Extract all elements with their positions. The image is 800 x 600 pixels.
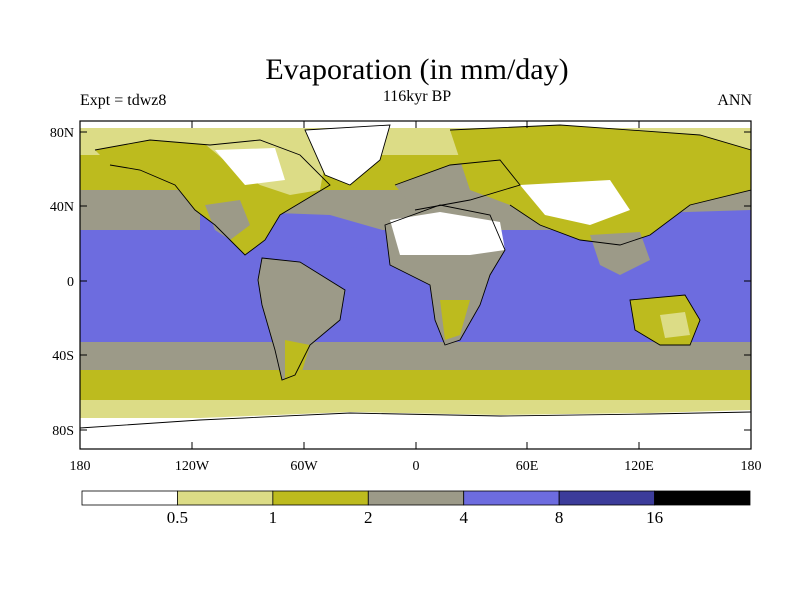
lon-axis (79, 121, 752, 449)
experiment-label: Expt = tdwz8 (80, 92, 167, 109)
evaporation-field (80, 121, 751, 449)
land-antarctica (80, 410, 751, 449)
colorbar-swatch (558, 490, 655, 506)
lat-tick-label: 40S (52, 349, 74, 364)
lat-tick-label: 40N (50, 200, 74, 215)
lon-tick-label: 120E (624, 459, 654, 474)
land-southern-africa (440, 300, 470, 340)
lon-tick-label: 60W (290, 459, 318, 474)
colorbar-swatch (367, 490, 465, 506)
colorbar-swatch (81, 490, 178, 506)
colorbar-swatch (463, 490, 560, 506)
land-patagonia (285, 340, 310, 385)
coastlines (80, 124, 751, 429)
lat-tick-label: 80N (50, 126, 74, 141)
season-label: ANN (717, 92, 752, 109)
lon-tick-label: 0 (413, 459, 420, 474)
colorbar-label: 0.5 (167, 508, 188, 527)
lon-tick-label: 60E (516, 459, 539, 474)
colorbar-label: 2 (364, 508, 373, 527)
land-greenland (305, 125, 390, 185)
lon-tick-label: 180 (741, 459, 762, 474)
colorbar: 0.5 1 2 4 8 16 (81, 490, 751, 527)
land-usa-south (205, 200, 250, 240)
lat-axis (80, 131, 751, 431)
colorbar-swatch (177, 490, 274, 506)
land-south-america (258, 258, 345, 380)
colorbar-label: 16 (646, 508, 663, 527)
colorbar-label: 4 (459, 508, 468, 527)
lat-tick-label: 80S (52, 424, 74, 439)
lat-tick-label: 0 (67, 275, 74, 290)
land-snow-canada (215, 148, 285, 185)
land-central-asia-desert (520, 180, 630, 225)
map-subtitle: 116kyr BP (382, 88, 452, 105)
colorbar-swatch (272, 490, 369, 506)
colorbar-label: 1 (269, 508, 278, 527)
lon-tick-label: 120W (175, 459, 210, 474)
colorbar-swatch (654, 490, 751, 506)
map-title: Evaporation (in mm/day) (265, 53, 569, 86)
land-sahara (390, 212, 505, 255)
land-australia-interior (660, 312, 690, 338)
colorbar-label: 8 (555, 508, 564, 527)
lon-tick-label: 180 (70, 459, 91, 474)
